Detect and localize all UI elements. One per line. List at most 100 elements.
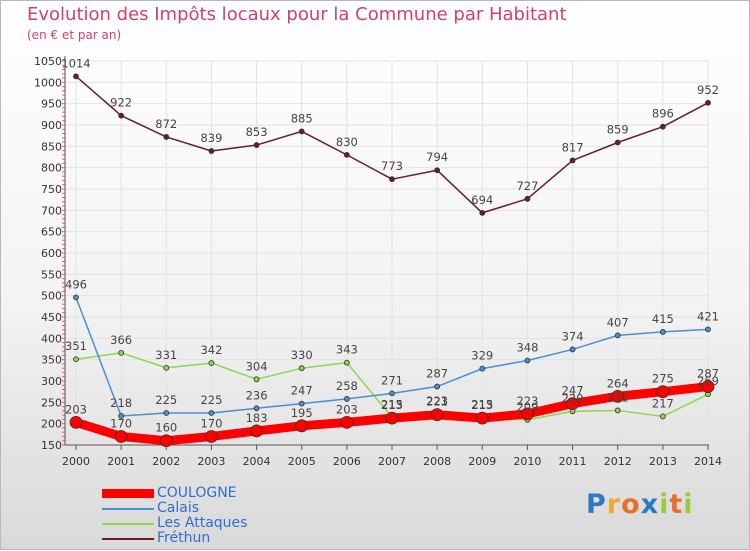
data-point xyxy=(295,419,309,433)
data-label: 213 xyxy=(381,398,403,412)
chart-subtitle: (en € et par an) xyxy=(27,28,122,42)
data-point xyxy=(118,112,125,119)
data-point xyxy=(208,360,215,366)
x-tick-label: 2002 xyxy=(152,455,180,468)
y-tick-label: 700 xyxy=(41,204,62,217)
data-label: 817 xyxy=(562,140,584,154)
data-label: 223 xyxy=(516,394,538,408)
data-label: 264 xyxy=(607,376,629,390)
logo-letter: x xyxy=(640,489,660,520)
x-tick-label: 2005 xyxy=(288,455,316,468)
data-point xyxy=(298,365,305,372)
data-label: 247 xyxy=(291,384,313,398)
data-label: 269 xyxy=(697,374,719,388)
y-tick-label: 1050 xyxy=(34,55,62,68)
data-label: 773 xyxy=(381,159,403,173)
data-label: 343 xyxy=(336,343,358,357)
x-tick-label: 2003 xyxy=(197,455,225,468)
data-label: 183 xyxy=(246,411,268,425)
data-point xyxy=(159,434,173,448)
x-tick-label: 2000 xyxy=(62,455,90,468)
data-point xyxy=(298,400,305,407)
y-tick-label: 200 xyxy=(41,418,62,431)
legend-swatch xyxy=(102,522,154,525)
data-label: 217 xyxy=(652,396,674,410)
legend-label: Fréthun xyxy=(157,530,211,546)
data-point xyxy=(656,385,670,399)
legend-label: Calais xyxy=(157,500,200,516)
data-point xyxy=(611,389,625,403)
y-tick-label: 800 xyxy=(41,162,62,175)
data-label: 203 xyxy=(65,402,87,416)
data-label: 872 xyxy=(155,117,177,131)
data-label: 859 xyxy=(607,122,629,136)
data-point xyxy=(298,128,305,135)
data-label: 853 xyxy=(246,125,268,139)
legend-swatch xyxy=(102,507,154,510)
data-label: 236 xyxy=(246,388,268,402)
data-point xyxy=(253,142,260,148)
data-label: 830 xyxy=(336,135,358,149)
data-point xyxy=(340,415,354,429)
data-label: 225 xyxy=(155,393,177,407)
legend-label: COULOGNE xyxy=(157,485,237,501)
data-label: 839 xyxy=(200,131,222,145)
data-point xyxy=(118,413,125,419)
data-label: 407 xyxy=(607,315,629,329)
data-label: 952 xyxy=(697,83,719,97)
chart-title: Evolution des Impôts locaux pour la Comm… xyxy=(27,4,567,25)
data-point xyxy=(475,411,489,425)
data-label: 275 xyxy=(652,372,674,386)
y-tick-label: 500 xyxy=(41,290,62,303)
x-tick-label: 2009 xyxy=(468,455,496,468)
logo-letter: i xyxy=(683,489,694,520)
data-label: 727 xyxy=(516,179,538,193)
data-label: 247 xyxy=(562,384,584,398)
data-point xyxy=(705,99,711,106)
data-label: 342 xyxy=(200,343,222,357)
y-tick-label: 650 xyxy=(41,226,62,239)
data-point xyxy=(253,405,260,412)
data-label: 170 xyxy=(200,416,222,430)
x-tick-label: 2007 xyxy=(378,455,406,468)
data-label: 229 xyxy=(562,391,584,405)
data-point xyxy=(524,357,531,364)
data-point xyxy=(524,195,531,202)
data-point xyxy=(69,415,83,429)
legend-item: Fréthun xyxy=(102,531,210,546)
data-label: 209 xyxy=(516,400,538,414)
data-label: 258 xyxy=(336,379,358,393)
data-point xyxy=(521,407,534,421)
data-label: 287 xyxy=(697,367,719,381)
data-label: 304 xyxy=(246,359,268,373)
y-tick-label: 600 xyxy=(41,247,62,260)
data-label: 415 xyxy=(652,312,674,326)
data-point xyxy=(114,430,128,443)
x-tick-label: 2006 xyxy=(333,455,361,468)
data-label: 271 xyxy=(381,373,403,387)
data-label: 496 xyxy=(65,277,87,291)
data-label: 694 xyxy=(471,193,493,207)
data-point xyxy=(434,383,441,390)
data-point xyxy=(343,151,350,158)
data-point xyxy=(118,349,125,356)
data-point xyxy=(569,346,576,353)
data-point xyxy=(569,157,576,164)
data-label: 329 xyxy=(471,349,493,363)
data-label: 885 xyxy=(291,111,313,125)
y-tick-label: 150 xyxy=(41,439,62,452)
logo-letter: i xyxy=(659,489,670,520)
data-point xyxy=(73,356,79,363)
data-point xyxy=(73,73,79,80)
y-tick-label: 1000 xyxy=(34,76,62,89)
data-point xyxy=(701,380,715,393)
data-label: 922 xyxy=(110,96,132,110)
y-tick-label: 900 xyxy=(41,119,62,132)
data-label: 213 xyxy=(471,398,493,412)
data-label: 223 xyxy=(426,394,448,408)
data-point xyxy=(389,390,395,397)
y-tick-label: 850 xyxy=(41,140,62,153)
y-tick-label: 300 xyxy=(41,375,62,388)
data-label: 1014 xyxy=(61,56,90,70)
